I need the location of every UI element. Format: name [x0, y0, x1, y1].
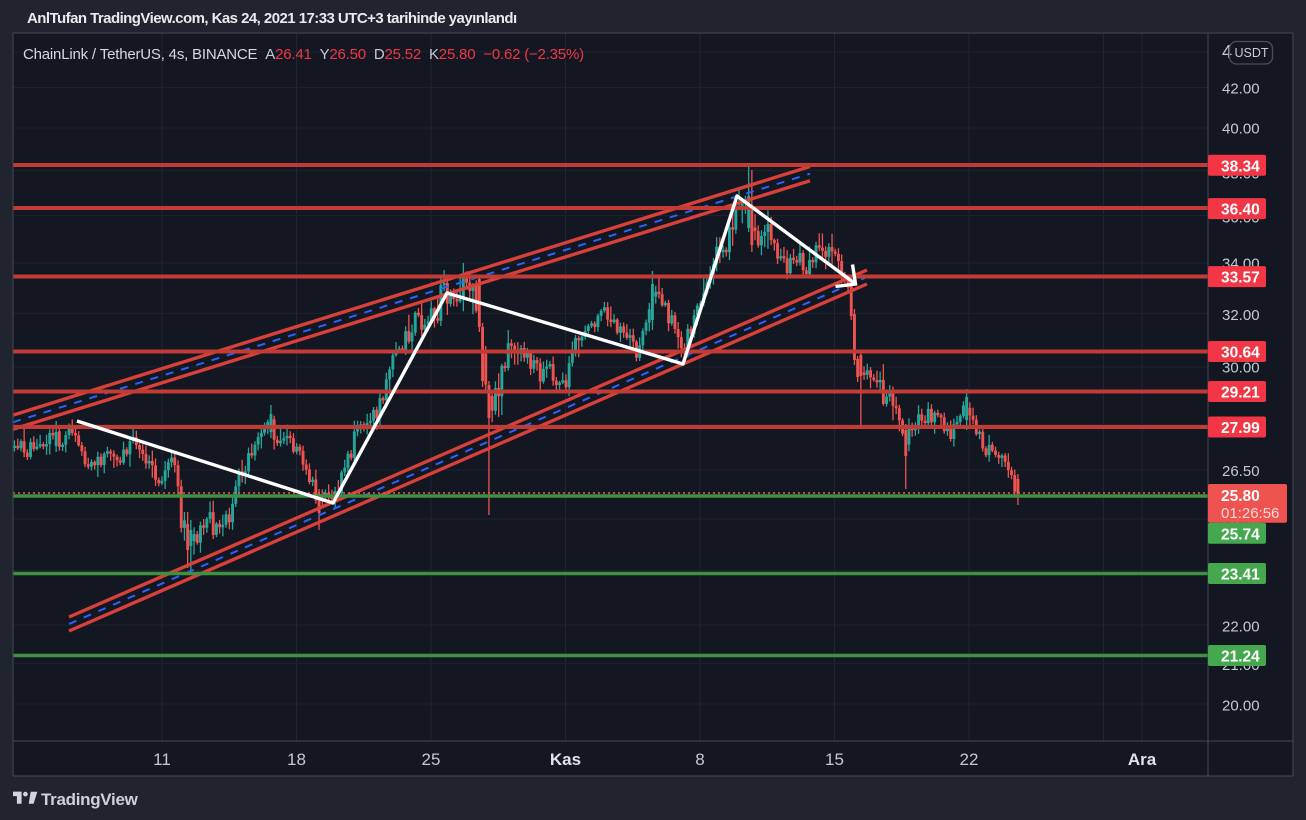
svg-text:42.00: 42.00 [1222, 81, 1260, 98]
svg-text:32.00: 32.00 [1222, 307, 1260, 324]
svg-text:30.00: 30.00 [1222, 360, 1260, 377]
svg-text:01:26:56: 01:26:56 [1221, 505, 1279, 522]
svg-text:33.57: 33.57 [1221, 270, 1260, 287]
svg-text:Ara: Ara [1128, 750, 1157, 769]
svg-text:22: 22 [960, 750, 979, 769]
svg-text:20.00: 20.00 [1222, 698, 1260, 715]
svg-text:38.34: 38.34 [1221, 158, 1260, 175]
svg-text:23.41: 23.41 [1221, 567, 1260, 584]
svg-text:22.00: 22.00 [1222, 619, 1260, 636]
svg-text:8: 8 [695, 750, 704, 769]
svg-text:29.21: 29.21 [1221, 385, 1260, 402]
svg-text:25.80: 25.80 [1221, 488, 1260, 505]
svg-text:27.99: 27.99 [1221, 420, 1260, 437]
svg-text:18: 18 [287, 750, 306, 769]
svg-text:36.40: 36.40 [1221, 202, 1260, 219]
svg-text:4: 4 [1222, 42, 1232, 62]
svg-text:25.74: 25.74 [1221, 526, 1260, 543]
svg-text:30.64: 30.64 [1221, 345, 1260, 362]
svg-text:26.50: 26.50 [1222, 463, 1260, 480]
svg-text:11: 11 [153, 750, 171, 769]
svg-text:USDT: USDT [1234, 46, 1268, 60]
svg-text:21.24: 21.24 [1221, 649, 1260, 666]
svg-text:15: 15 [825, 750, 844, 769]
svg-text:25: 25 [422, 750, 441, 769]
svg-text:Kas: Kas [550, 750, 581, 769]
svg-text:40.00: 40.00 [1222, 121, 1260, 138]
